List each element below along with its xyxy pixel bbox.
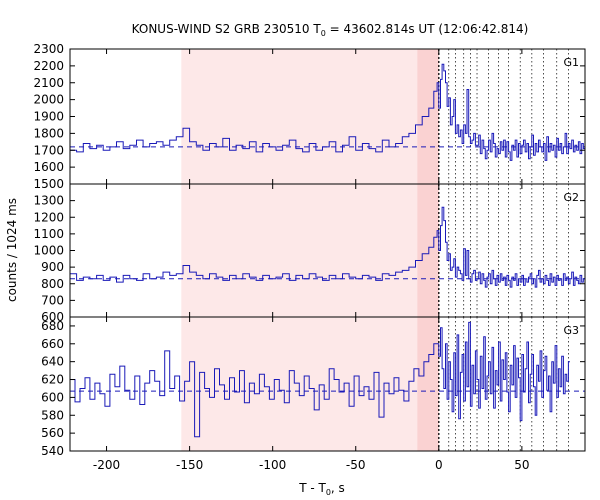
x-tick-label: -150 bbox=[176, 458, 203, 472]
shaded-interval-1 bbox=[181, 49, 418, 184]
y-tick-label: 1300 bbox=[33, 194, 64, 208]
light-curve-g3 bbox=[70, 321, 570, 438]
y-tick-label: 1700 bbox=[33, 143, 64, 157]
y-tick-label: 1500 bbox=[33, 177, 64, 191]
y-tick-label: 600 bbox=[41, 390, 64, 404]
y-tick-label: 2100 bbox=[33, 76, 64, 90]
y-tick-label: 800 bbox=[41, 277, 64, 291]
panel-g3: 540 560 580 600 620 640 660 680 G3 bbox=[41, 316, 586, 458]
x-tick-label: -100 bbox=[259, 458, 286, 472]
light-curve-g1 bbox=[70, 63, 585, 161]
y-tick-label: 560 bbox=[41, 426, 64, 440]
y-tick-label: 1100 bbox=[33, 227, 64, 241]
panel-label-g2: G2 bbox=[563, 191, 579, 204]
y-tick-label: 1000 bbox=[33, 244, 64, 258]
y-axis-label: counts / 1024 ms bbox=[5, 198, 19, 302]
x-tick-label: 50 bbox=[514, 458, 529, 472]
panel-frame bbox=[69, 316, 586, 452]
y-tick-label: 700 bbox=[41, 293, 64, 307]
chart-title-main: KONUS-WIND S2 GRB 230510 T bbox=[132, 22, 322, 36]
y-tick-label: 580 bbox=[41, 408, 64, 422]
x-tick-label: 0 bbox=[435, 458, 443, 472]
x-axis-label-rest: , s bbox=[331, 481, 345, 495]
y-tick-label: 1200 bbox=[33, 210, 64, 224]
y-tick-label: 640 bbox=[41, 355, 64, 369]
y-tick-label: 1900 bbox=[33, 110, 64, 124]
y-tick-label: 620 bbox=[41, 373, 64, 387]
chart-title-sub: 0 bbox=[321, 29, 326, 38]
panel-g1: 1500 1600 1700 1800 1900 2000 2100 2200 2300 G1 bbox=[33, 42, 586, 191]
y-tick-label: 540 bbox=[41, 444, 64, 458]
y-tick-label: 1600 bbox=[33, 160, 64, 174]
y-tick-label: 2300 bbox=[33, 42, 64, 56]
light-curve-g2 bbox=[70, 206, 585, 288]
y-tick-label: 900 bbox=[41, 260, 64, 274]
x-axis-label-main: T - T bbox=[298, 481, 326, 495]
y-tick-label: 680 bbox=[41, 319, 64, 333]
x-tick-label: -200 bbox=[93, 458, 120, 472]
chart-title-rest: = 43602.814s UT (12:06:42.814) bbox=[326, 22, 529, 36]
x-axis-label: T - T0, s bbox=[298, 481, 345, 497]
y-tick-label: 2200 bbox=[33, 59, 64, 73]
plot-area: 1500 1600 1700 1800 1900 2000 2100 2200 2300 G1 60… bbox=[33, 42, 586, 472]
y-tick-label: 600 bbox=[41, 310, 64, 324]
x-axis-label-sub: 0 bbox=[326, 488, 331, 497]
shaded-interval-2 bbox=[417, 184, 439, 317]
x-tick-label: -50 bbox=[346, 458, 366, 472]
y-tick-label: 660 bbox=[41, 337, 64, 351]
panel-label-g1: G1 bbox=[563, 56, 579, 69]
shaded-interval-2 bbox=[417, 317, 439, 451]
chart-title: KONUS-WIND S2 GRB 230510 T0 = 43602.814s… bbox=[132, 22, 529, 38]
y-tick-label: 2000 bbox=[33, 93, 64, 107]
panel-g2: 600 700 800 900 1000 1100 1200 1300 G2 bbox=[33, 183, 586, 324]
y-tick-label: 1800 bbox=[33, 126, 64, 140]
shaded-interval-1 bbox=[181, 184, 418, 317]
panel-label-g3: G3 bbox=[563, 324, 579, 337]
